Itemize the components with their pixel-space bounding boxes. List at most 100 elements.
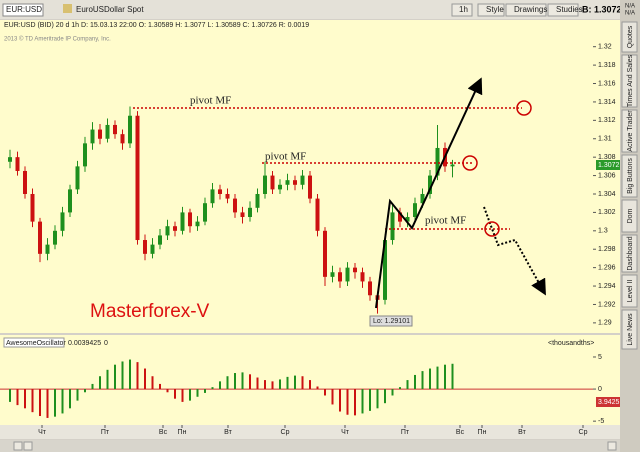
candle-body	[330, 272, 335, 277]
candle-body	[428, 175, 432, 194]
ao-bar	[324, 389, 326, 396]
y-tick-label: 1.31	[598, 136, 612, 143]
oscillator-panel	[0, 335, 593, 425]
side-tab-label: Active Trader	[627, 110, 634, 152]
candle-body	[353, 267, 357, 273]
ao-bar	[271, 381, 274, 390]
y-tick-label: 1.306	[598, 172, 616, 179]
close[interactable]	[607, 441, 617, 451]
scrollbar[interactable]	[0, 440, 620, 452]
interval-button[interactable]	[451, 3, 473, 17]
y-tick-label: 1.302	[598, 209, 616, 216]
candle-body	[263, 175, 267, 194]
ao-bar	[384, 389, 386, 404]
x-tick-label: Чт	[38, 429, 47, 436]
candle-body	[143, 240, 147, 254]
ao-bar	[91, 383, 94, 390]
low-box	[369, 315, 413, 327]
candle-body	[135, 115, 140, 241]
osc-tick-label: 0	[598, 386, 602, 393]
ao-bar	[316, 386, 319, 390]
ao-bar	[264, 380, 266, 390]
studies: Studies	[556, 5, 583, 14]
ao-bar	[121, 361, 124, 390]
candle-body	[360, 272, 365, 282]
circle	[484, 221, 500, 237]
study-box[interactable]	[3, 337, 65, 348]
ao-bar	[99, 376, 101, 390]
candle-body	[188, 212, 192, 227]
ao-bar	[444, 364, 446, 390]
candle-body	[248, 207, 252, 218]
candle-body	[218, 189, 222, 194]
ao-bar	[196, 389, 199, 397]
zoom-in[interactable]	[23, 441, 33, 451]
symbol: EUR:USD	[6, 5, 42, 14]
side-tab-label: Big Buttons	[627, 158, 634, 194]
ao-bar	[9, 389, 11, 402]
drawings-button[interactable]	[505, 3, 547, 17]
side-tab[interactable]	[621, 309, 638, 350]
candle-body	[173, 226, 177, 231]
ao-bar	[249, 374, 251, 390]
zoom-out[interactable]	[13, 441, 23, 451]
candle-body	[98, 129, 102, 139]
ao-bar	[46, 389, 49, 418]
price-panel	[0, 20, 593, 333]
x-tick-label: Пн	[478, 429, 487, 436]
style-button[interactable]	[477, 3, 505, 17]
ao-bar	[451, 363, 454, 390]
y-tick-label: 1.314	[598, 99, 616, 106]
side-tab[interactable]	[621, 234, 638, 273]
last-price-box	[596, 160, 620, 170]
side-tab[interactable]	[621, 109, 638, 153]
studies-button[interactable]	[547, 3, 579, 17]
candle-body	[75, 166, 80, 190]
ao-bar	[211, 387, 214, 390]
candle-body	[323, 230, 327, 277]
side-tab[interactable]	[621, 21, 638, 53]
y-tick-label: 1.298	[598, 246, 616, 253]
study-value: 0.0039425	[68, 340, 101, 347]
candle-body	[53, 230, 57, 245]
candle-body	[345, 267, 350, 282]
candle-body	[285, 180, 290, 185]
ao-bar	[84, 389, 86, 393]
candle-body	[15, 157, 20, 171]
ao-bar	[181, 389, 184, 402]
ao-bar	[151, 376, 154, 390]
candle-body	[278, 184, 282, 190]
y-tick-label: 1.3	[598, 228, 608, 235]
osc-last: 3.9425	[598, 399, 620, 406]
ao-bar	[241, 372, 244, 390]
osc-last-box	[596, 397, 620, 407]
y-tick-label: 1.294	[598, 283, 616, 290]
x-tick-label: Ср	[281, 429, 290, 436]
ao-bar	[309, 380, 311, 390]
candle-body	[45, 244, 50, 254]
candle-body	[383, 240, 387, 300]
candle-body	[308, 175, 312, 199]
annotation: pivot MF	[190, 95, 231, 107]
side-tab-label: Dashboard	[627, 236, 634, 270]
y-tick-label: 1.292	[598, 301, 616, 308]
candle-body	[165, 226, 170, 236]
candle-body	[113, 124, 117, 135]
drawings	[133, 77, 546, 309]
symbol-box[interactable]	[2, 3, 44, 17]
side-tab[interactable]	[621, 154, 638, 198]
ao-bar	[61, 389, 64, 414]
candle-body	[60, 212, 65, 231]
side-tab[interactable]	[621, 274, 638, 308]
side-tab[interactable]	[621, 54, 638, 108]
candle-body	[195, 221, 200, 227]
x-tick-label: Вс	[456, 429, 465, 436]
side-tab[interactable]	[621, 199, 638, 233]
candle-body	[435, 147, 440, 176]
candle-body	[413, 203, 417, 218]
ao-bar	[369, 389, 371, 411]
ao-bar	[436, 366, 439, 390]
x-tick-label: Вс	[159, 429, 168, 436]
ao-bar	[331, 389, 334, 405]
